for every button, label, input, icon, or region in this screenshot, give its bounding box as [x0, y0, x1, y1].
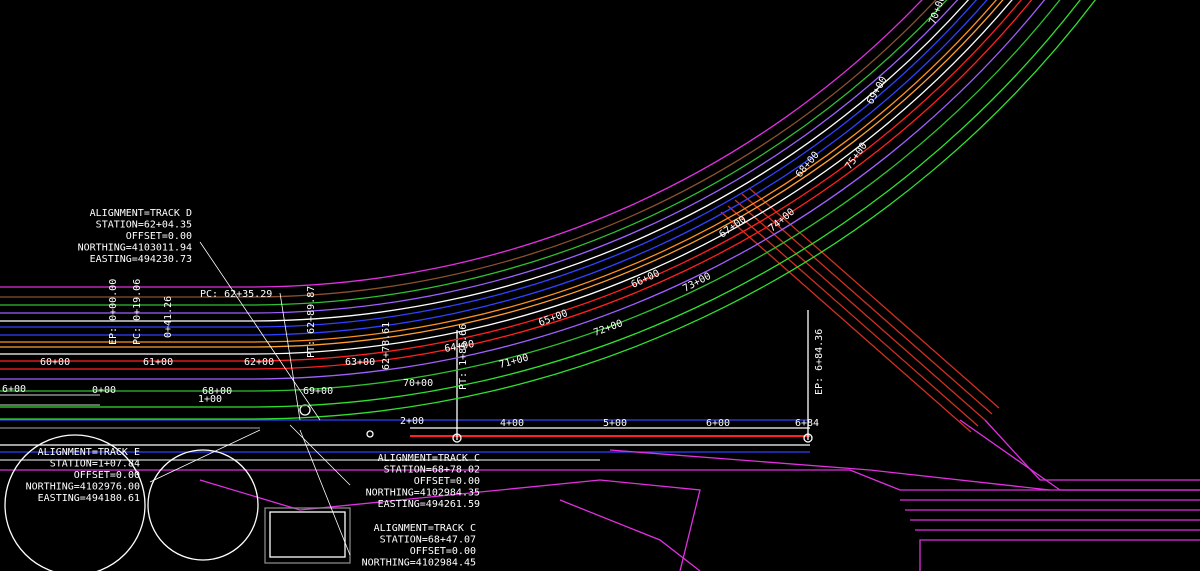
lower-tracks	[0, 310, 813, 461]
annotation-line: ALIGNMENT=TRACK C	[374, 523, 476, 534]
track-curve	[0, 0, 937, 298]
station-label: 1+00	[198, 394, 222, 405]
station-label: 70+00	[403, 378, 433, 389]
track-curve	[0, 0, 1004, 348]
track-curve	[0, 0, 988, 336]
annotation-line: STATION=68+47.07	[380, 535, 476, 546]
station-label: 62+78.61	[381, 322, 392, 370]
station-label: 6+00	[2, 384, 26, 395]
annotation-line: OFFSET=0.00	[414, 476, 480, 487]
track-curve	[0, 0, 978, 328]
tank	[147, 449, 259, 561]
track-curve	[0, 0, 1046, 380]
annotation-line: STATION=62+04.35	[96, 220, 192, 231]
track-curve	[0, 0, 1061, 392]
leader-line	[289, 424, 351, 486]
track-curve	[0, 0, 1033, 370]
annotation-line: NORTHING=4102984.45	[362, 558, 476, 569]
track-curve	[0, 0, 1013, 355]
station-label: 61+00	[143, 357, 173, 368]
station-label: 63+00	[345, 357, 375, 368]
annotation-line: OFFSET=0.00	[126, 231, 192, 242]
station-label: 6+00	[706, 418, 730, 429]
annotation-line: STATION=1+07.84	[50, 459, 140, 470]
track-curve	[0, 0, 1081, 408]
station-label: EP: 0+00.00	[108, 279, 119, 345]
station-label: 68+00	[202, 386, 232, 397]
station-label: 4+00	[500, 418, 524, 429]
annotation-line: EASTING=494230.73	[90, 254, 192, 265]
leader-line	[299, 429, 351, 556]
track-curve	[0, 0, 923, 288]
leader-line	[149, 429, 261, 483]
annotation-line: NORTHING=4103011.94	[78, 243, 192, 254]
station-label: 62+00	[244, 357, 274, 368]
annotation-line: EASTING=494261.59	[378, 499, 480, 510]
station-label: PT: 1+86.66	[458, 324, 469, 390]
labels: ALIGNMENT=TRACK DSTATION=62+04.35OFFSET=…	[2, 0, 948, 569]
annotation-line: STATION=68+78.02	[384, 465, 480, 476]
annotation-line: NORTHING=4102984.35	[366, 488, 480, 499]
box	[264, 507, 351, 564]
track-curve	[0, 0, 970, 322]
annotation-line: ALIGNMENT=TRACK E	[38, 447, 140, 458]
station-label: 64+00	[444, 339, 476, 355]
track-curve	[0, 0, 997, 343]
track-curve	[0, 0, 948, 306]
annotation-line: ALIGNMENT=TRACK D	[90, 208, 192, 219]
track-curve	[0, 0, 1096, 420]
station-label: 60+00	[40, 357, 70, 368]
annotation-line: OFFSET=0.00	[74, 470, 140, 481]
annotation-line: OFFSET=0.00	[410, 546, 476, 557]
station-label: 0+00	[92, 385, 116, 396]
station-label: PC: 0+19.06	[132, 279, 143, 345]
annotation-line: EASTING=494180.61	[38, 493, 140, 504]
station-label: 5+00	[603, 418, 627, 429]
boundaries	[0, 419, 1200, 571]
station-label: 69+00	[303, 386, 333, 397]
station-label: PT: 62+89.87	[306, 286, 317, 358]
station-label: PC: 62+35.29	[200, 289, 272, 300]
station-label: EP: 6+84.36	[814, 329, 825, 395]
station-label: 6+84	[795, 418, 819, 429]
annotation-line: ALIGNMENT=TRACK C	[378, 453, 480, 464]
tank	[4, 434, 146, 571]
box	[269, 511, 346, 558]
station-label: 0+41.26	[163, 296, 174, 338]
leader-line	[199, 241, 321, 421]
track-curve	[0, 0, 959, 314]
track-curve	[0, 0, 1022, 362]
station-label: 2+00	[400, 416, 424, 427]
annotation-line: NORTHING=4102976.00	[26, 482, 140, 493]
leader-line	[279, 292, 301, 421]
